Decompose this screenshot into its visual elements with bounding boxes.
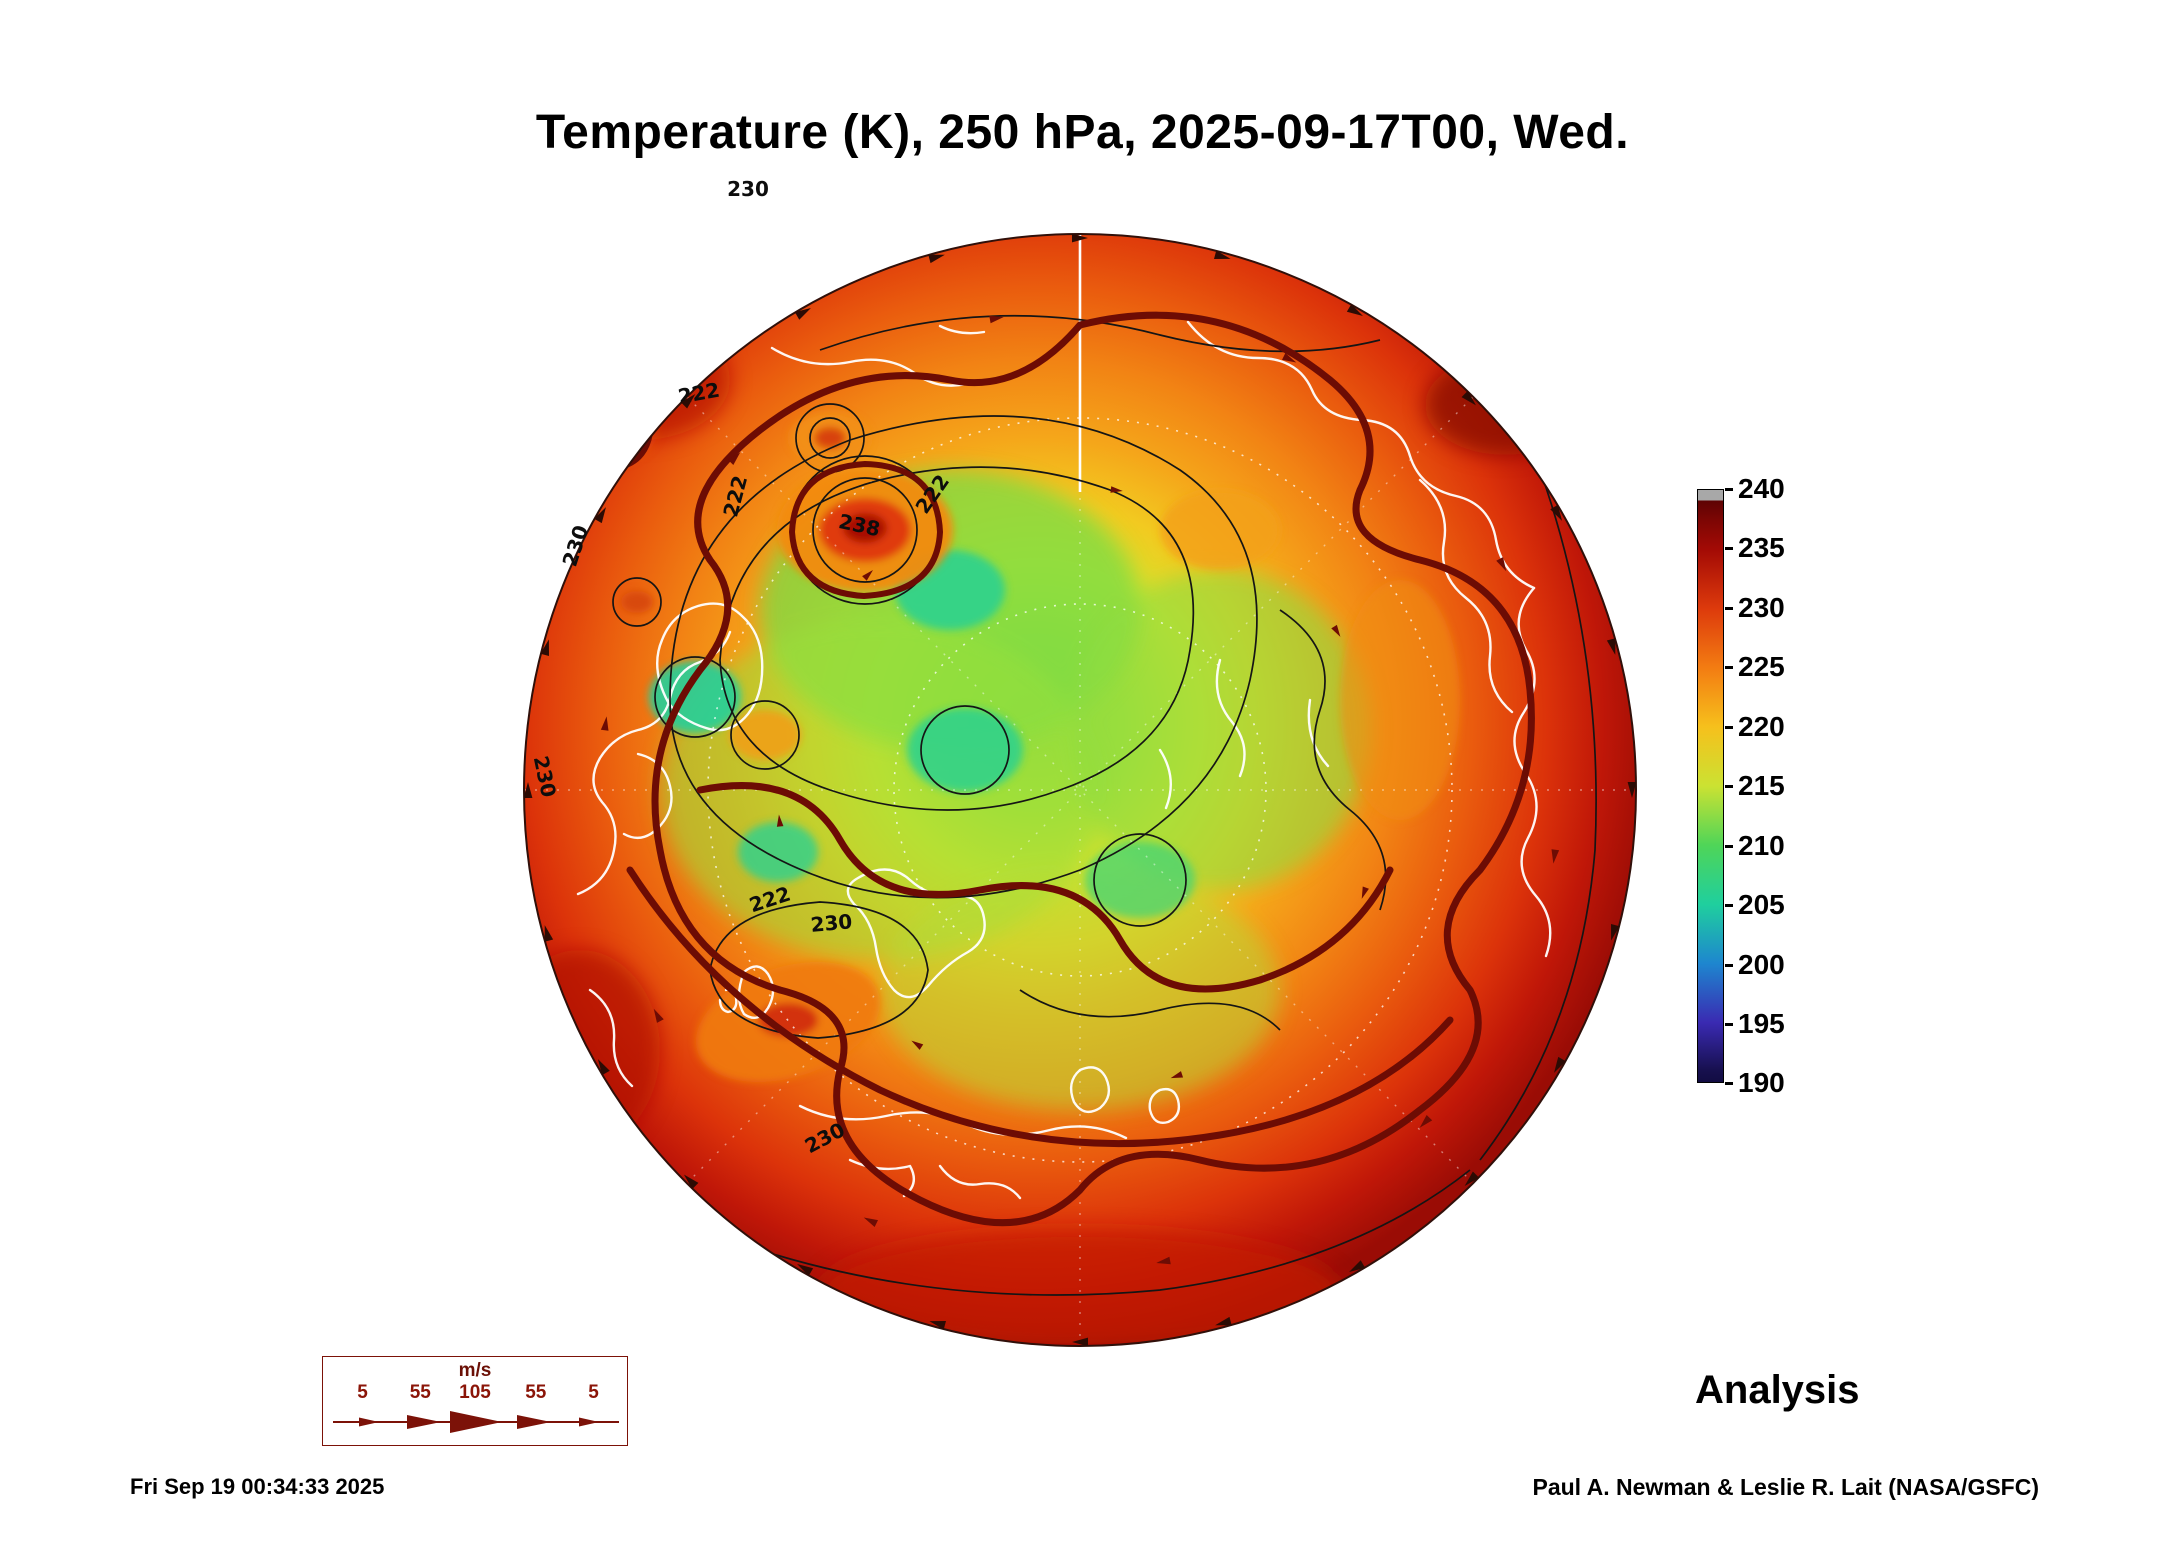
colorbar-tick: 205 (1725, 889, 1785, 920)
colorbar-tick: 240 (1725, 473, 1785, 504)
wind-values: 5 55 105 55 5 (323, 1382, 627, 1404)
map-area: 230 222 222 222 238 230 230 222 230 230 (510, 170, 1650, 1360)
colorbar-tick: 220 (1725, 711, 1785, 742)
contour-label: 230 (810, 909, 854, 937)
colorbar-tick: 225 (1725, 651, 1785, 682)
colorbar-gradient (1697, 489, 1724, 1083)
contour-label: 230 (727, 177, 769, 201)
colorbar-tick: 235 (1725, 532, 1785, 563)
colorbar-tick: 190 (1725, 1067, 1785, 1098)
credit-line: Paul A. Newman & Leslie R. Lait (NASA/GS… (1532, 1474, 2039, 1500)
map-boundary (523, 233, 1637, 1347)
polar-map: 230 222 222 222 238 230 230 222 230 230 (523, 177, 1637, 1347)
creation-timestamp: Fri Sep 19 00:34:33 2025 (130, 1474, 385, 1499)
wind-arrow-scale (333, 1411, 619, 1433)
colorbar-tick: 200 (1725, 949, 1785, 980)
chart-title: Temperature (K), 250 hPa, 2025-09-17T00,… (535, 106, 1630, 159)
wind-speed-legend: m/s 5 55 105 55 5 (322, 1356, 628, 1446)
thick-contours (562, 311, 1535, 1227)
colorbar-ticks: 240 235 230 225 220 215 210 205 200 195 … (1725, 473, 1858, 1098)
wind-value: 5 (588, 1382, 599, 1403)
colorbar-tick: 195 (1725, 1008, 1785, 1039)
wind-value: 55 (409, 1382, 431, 1403)
colorbar-tick: 210 (1725, 830, 1785, 861)
wind-value: 5 (357, 1382, 368, 1403)
colorbar-tick: 215 (1725, 770, 1785, 801)
analysis-label: Analysis (1695, 1368, 1860, 1412)
colorbar-tick: 230 (1725, 592, 1785, 623)
wind-value: 105 (459, 1382, 491, 1403)
graticule (524, 234, 1636, 1346)
wind-units-label: m/s (458, 1360, 492, 1381)
wind-value: 55 (525, 1382, 547, 1403)
wind-direction-arrows (523, 233, 1637, 1347)
